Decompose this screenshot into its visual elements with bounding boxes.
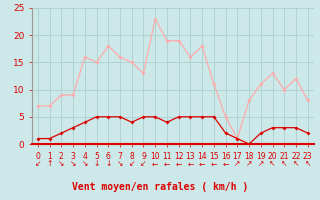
Text: ↖: ↖ bbox=[281, 160, 287, 168]
Text: ←: ← bbox=[199, 160, 205, 168]
Text: ↖: ↖ bbox=[293, 160, 299, 168]
Text: Vent moyen/en rafales ( km/h ): Vent moyen/en rafales ( km/h ) bbox=[72, 182, 248, 192]
Text: ↗: ↗ bbox=[246, 160, 252, 168]
Text: ←: ← bbox=[164, 160, 170, 168]
Text: ↘: ↘ bbox=[70, 160, 76, 168]
Text: ↖: ↖ bbox=[269, 160, 276, 168]
Text: ←: ← bbox=[152, 160, 158, 168]
Text: ←: ← bbox=[187, 160, 194, 168]
Text: ↘: ↘ bbox=[82, 160, 88, 168]
Text: ↑: ↑ bbox=[46, 160, 53, 168]
Text: ↘: ↘ bbox=[117, 160, 123, 168]
Text: ↖: ↖ bbox=[305, 160, 311, 168]
Text: ↙: ↙ bbox=[129, 160, 135, 168]
Text: ↘: ↘ bbox=[58, 160, 65, 168]
Text: ↗: ↗ bbox=[258, 160, 264, 168]
Text: ↙: ↙ bbox=[140, 160, 147, 168]
Text: ↗: ↗ bbox=[234, 160, 241, 168]
Text: ←: ← bbox=[211, 160, 217, 168]
Text: ↓: ↓ bbox=[93, 160, 100, 168]
Text: ↓: ↓ bbox=[105, 160, 111, 168]
Text: ←: ← bbox=[175, 160, 182, 168]
Text: ←: ← bbox=[222, 160, 229, 168]
Text: ↙: ↙ bbox=[35, 160, 41, 168]
